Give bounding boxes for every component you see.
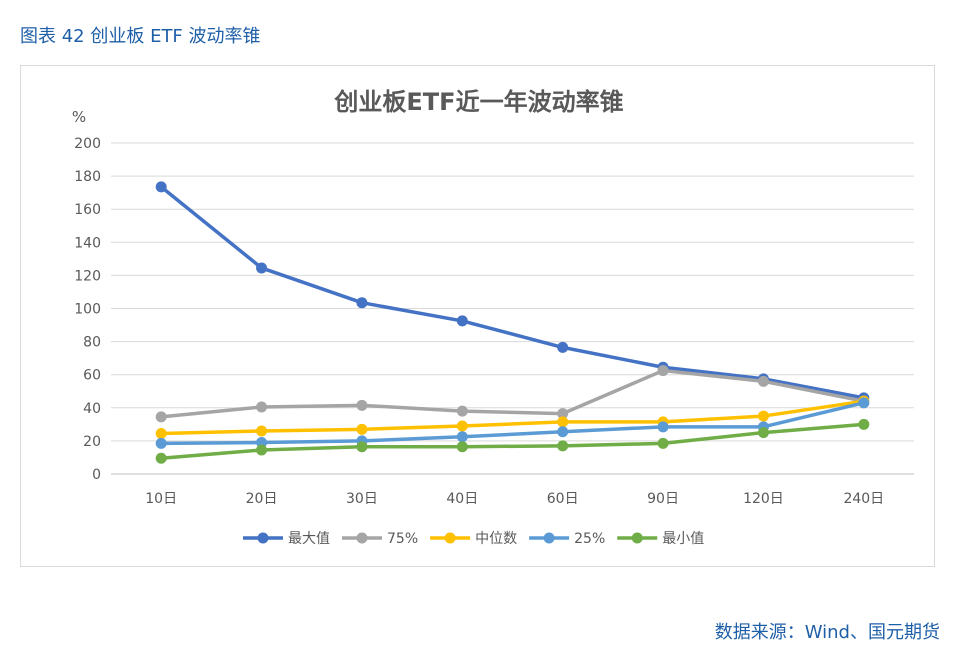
data-point — [757, 410, 769, 422]
data-point — [155, 452, 167, 464]
data-point — [557, 440, 569, 452]
legend-item: 最小值 — [617, 531, 704, 547]
data-point — [256, 262, 268, 274]
series-4 — [155, 418, 870, 464]
y-tick-label: 20 — [83, 434, 101, 450]
data-point — [858, 397, 870, 409]
data-point — [858, 418, 870, 430]
y-tick-label: 80 — [83, 335, 101, 351]
legend-item: 最大值 — [243, 531, 330, 547]
legend-item: 75% — [342, 531, 418, 547]
legend-label: 最大值 — [288, 531, 330, 547]
y-tick-label: 140 — [74, 235, 101, 251]
legend-swatch-marker — [257, 532, 269, 544]
y-tick-label: 100 — [74, 302, 101, 318]
series-line — [159, 401, 866, 446]
x-tick-label: 60日 — [547, 491, 579, 507]
data-point — [256, 401, 268, 413]
series-line — [159, 185, 866, 400]
data-point — [456, 315, 468, 327]
data-point — [757, 375, 769, 387]
data-point — [657, 421, 669, 433]
legend-item: 中位数 — [430, 531, 517, 547]
legend-swatch-marker — [631, 532, 643, 544]
series-line — [159, 368, 866, 419]
data-source: 数据来源：Wind、国元期货 — [714, 622, 940, 643]
y-tick-label: 0 — [92, 467, 101, 483]
data-point — [356, 423, 368, 435]
legend-swatch-marker — [444, 532, 456, 544]
y-tick-label: 40 — [83, 401, 101, 417]
data-point — [155, 437, 167, 449]
y-tick-label: 60 — [83, 368, 101, 384]
x-tick-label: 90日 — [647, 491, 679, 507]
data-point — [456, 431, 468, 443]
series-line — [159, 422, 866, 461]
legend: 最大值 75% 中位数 25% 最小值 — [243, 531, 704, 547]
x-tick-label: 240日 — [843, 491, 884, 507]
data-point — [557, 408, 569, 420]
data-point — [456, 420, 468, 432]
data-point — [155, 411, 167, 423]
data-point — [256, 425, 268, 437]
data-point — [456, 405, 468, 417]
data-point — [757, 427, 769, 439]
data-point — [356, 399, 368, 411]
legend-swatch-marker — [543, 532, 555, 544]
data-point — [557, 341, 569, 353]
data-point — [356, 297, 368, 309]
x-tick-label: 40日 — [446, 491, 478, 507]
legend-label: 最小值 — [662, 531, 704, 547]
data-point — [155, 427, 167, 439]
figure-caption: 图表 42 创业板 ETF 波动率锥 — [20, 26, 261, 47]
data-point — [557, 416, 569, 428]
data-point — [456, 441, 468, 453]
y-tick-label: 120 — [74, 268, 101, 284]
legend-label: 25% — [574, 531, 605, 547]
series-lines — [155, 181, 870, 464]
data-point — [256, 444, 268, 456]
x-tick-label: 20日 — [246, 491, 278, 507]
chart-title: 创业板ETF近一年波动率锥 — [333, 88, 623, 116]
series-0 — [155, 181, 870, 404]
y-tick-label: 200 — [74, 136, 101, 152]
legend-label: 中位数 — [475, 531, 517, 547]
legend-label: 75% — [387, 531, 418, 547]
data-point — [356, 441, 368, 453]
chart-frame: 创业板ETF近一年波动率锥 % 0 20 40 60 80 100 120 140 160 180… — [20, 65, 935, 567]
y-tick-label: 160 — [74, 202, 101, 218]
y-tick-label: 180 — [74, 169, 101, 185]
data-point — [557, 426, 569, 438]
x-tick-label: 10日 — [145, 491, 177, 507]
legend-item: 25% — [529, 531, 605, 547]
data-point — [155, 181, 167, 193]
volatility-cone-chart: 创业板ETF近一年波动率锥 % 0 20 40 60 80 100 120 140 160 180… — [72, 88, 914, 547]
y-axis-ticks: 0 20 40 60 80 100 120 140 160 180 200 — [74, 136, 101, 483]
x-tick-label: 120日 — [743, 491, 784, 507]
x-tick-label: 30日 — [346, 491, 378, 507]
data-point — [657, 437, 669, 449]
x-axis-ticks: 10日 20日 30日 40日 60日 90日 120日 240日 — [145, 491, 884, 507]
legend-swatch-marker — [356, 532, 368, 544]
y-axis-unit-label: % — [72, 108, 86, 126]
data-point — [657, 365, 669, 377]
series-line — [159, 399, 866, 436]
